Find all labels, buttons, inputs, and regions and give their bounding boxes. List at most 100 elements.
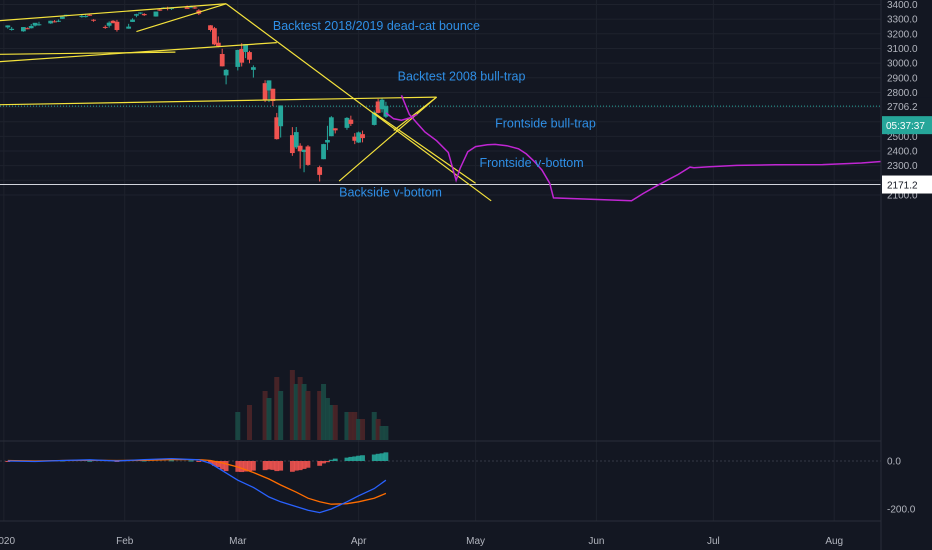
candle-body (360, 134, 365, 139)
candle-body (305, 146, 311, 165)
projection-drawing[interactable] (385, 95, 882, 202)
candle-body (325, 140, 330, 143)
macd-histogram-bar (356, 455, 362, 461)
volume-bar (344, 412, 350, 440)
y-tick-label: 2500.0 (887, 132, 918, 143)
candle-body (32, 22, 38, 26)
candle-body (352, 136, 358, 141)
annotation-label: Backtest 2008 bull-trap (398, 70, 526, 84)
candle-body (20, 27, 26, 32)
candle-body (356, 132, 362, 143)
candle-body (274, 117, 280, 140)
candle-body (289, 135, 295, 154)
macd-histogram-bar (293, 461, 299, 471)
candle-body (141, 14, 147, 16)
volume-bar (375, 419, 381, 440)
volume-bar (289, 370, 295, 440)
candle-body (208, 25, 213, 30)
candle-body (215, 42, 221, 47)
text-annotations[interactable]: Everything Bubble blow-off topBacktest 2… (246, 0, 596, 199)
x-tick-label: Jun (588, 536, 604, 547)
candle-body (243, 44, 248, 52)
projection-hook (385, 112, 418, 121)
candle-body (102, 26, 108, 28)
candle-body (379, 99, 385, 110)
trendline-bulltrap-line (0, 96, 437, 106)
volume-bars (235, 370, 389, 440)
macd-histogram-bar (352, 456, 358, 461)
annotation-label: Backtest 2018/2019 dead-cat bounce (273, 19, 480, 33)
candle-body (301, 149, 307, 153)
candle-body (212, 28, 217, 45)
y-tick-label: 2100.0 (887, 190, 918, 201)
volume-bar (383, 426, 389, 440)
macd-histogram-bar (196, 461, 202, 462)
y-tick-label: 3000.0 (887, 59, 918, 70)
macd-tick-label: 0.0 (887, 457, 901, 468)
volume-bar (235, 412, 241, 440)
macd-histogram-bar (278, 461, 284, 471)
candle-body (223, 69, 229, 76)
volume-bar (278, 391, 284, 440)
candle-body (83, 16, 89, 18)
macd-histogram-bar (219, 461, 225, 470)
projection-path (400, 95, 882, 202)
candle-body (157, 9, 163, 11)
candle-body (56, 20, 61, 22)
trendline-fan-mid-line (393, 96, 437, 131)
y-tick-label: 3200.0 (887, 29, 918, 40)
macd-histogram-bar (87, 460, 93, 462)
macd-histogram-bar (305, 461, 311, 468)
trendline-deadcat-long (0, 51, 176, 55)
candle-body (321, 144, 326, 160)
annotation-label: Frontside bull-trap (495, 117, 596, 131)
macd-histogram-bar (375, 453, 381, 461)
volume-bar (297, 377, 303, 440)
volume-bar (360, 419, 366, 440)
candle-body (28, 26, 34, 29)
x-tick-label: 2020 (0, 536, 15, 547)
countdown-label: 05:37:37 (886, 121, 925, 132)
candle-body (153, 11, 159, 17)
y-tick-label: 3400.0 (887, 0, 918, 11)
candle-body (219, 54, 225, 67)
macd-histogram-bar (247, 461, 252, 472)
candle-body (371, 112, 377, 125)
volume-bar (332, 405, 338, 440)
x-tick-label: Aug (825, 536, 843, 547)
macd-histogram-bar (212, 461, 217, 466)
y-tick-label: 3100.0 (887, 44, 918, 55)
y-tick-label: 2900.0 (887, 73, 918, 84)
candle-body (52, 21, 57, 23)
macd-histogram-bar (250, 461, 256, 471)
candle-body (36, 24, 42, 26)
candle-body (188, 6, 194, 8)
candle-body (250, 67, 256, 70)
candle-body (106, 22, 112, 26)
annotation-label: Frontside v-bottom (479, 156, 583, 170)
volume-bar (328, 405, 334, 440)
macd-histogram-bar (208, 461, 213, 464)
candle-body (235, 49, 241, 67)
candle-body (270, 88, 276, 102)
volume-bar (274, 377, 280, 440)
candle-body (239, 49, 245, 63)
macd-histogram-bar (169, 460, 174, 462)
volume-bar (321, 384, 327, 440)
candle-body (110, 20, 116, 24)
macd-histogram-bar (188, 460, 194, 462)
macd-histogram-bar (332, 458, 338, 461)
macd-histogram-bar (301, 461, 307, 469)
macd-histogram-bar (379, 453, 385, 461)
level-badge (882, 175, 932, 194)
countdown-badge (882, 116, 932, 135)
volume-bar (379, 426, 385, 440)
candle-body (383, 106, 389, 117)
candle-body (192, 7, 198, 9)
candle-body (266, 80, 272, 91)
horizontal-levels (0, 105, 881, 186)
macd-histogram-bar (383, 452, 389, 461)
